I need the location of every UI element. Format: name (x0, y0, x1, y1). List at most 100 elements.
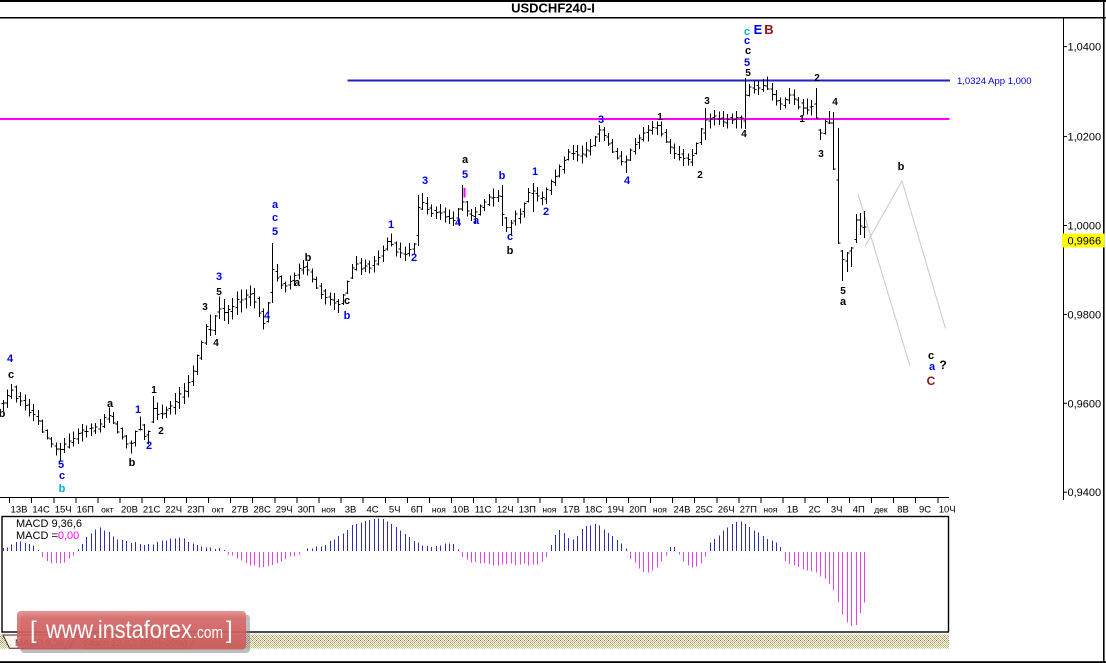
svg-text:4: 4 (832, 97, 838, 108)
svg-text:2: 2 (146, 440, 152, 452)
svg-text:16П: 16П (77, 505, 95, 516)
svg-text:20В: 20В (121, 505, 138, 516)
svg-text:3: 3 (216, 271, 222, 283)
svg-text:0,9600: 0,9600 (1068, 398, 1102, 410)
svg-text:2: 2 (411, 252, 417, 264)
svg-text:b: b (129, 457, 136, 469)
svg-text:]: ] (226, 617, 233, 644)
svg-text:[: [ (30, 617, 37, 644)
svg-text:23П: 23П (187, 505, 205, 516)
svg-text:5: 5 (216, 287, 222, 298)
svg-text:17В: 17В (563, 505, 580, 516)
svg-text:14С: 14С (32, 505, 50, 516)
svg-text:c: c (744, 26, 750, 38)
svg-text:1,0000: 1,0000 (1068, 221, 1102, 233)
svg-text:5: 5 (840, 286, 846, 297)
svg-text:13В: 13В (11, 505, 28, 516)
svg-text:2С: 2С (809, 505, 821, 516)
svg-text:c: c (344, 295, 350, 307)
svg-text:25С: 25С (695, 505, 713, 516)
svg-text:4П: 4П (853, 505, 865, 516)
svg-text:c: c (744, 35, 750, 47)
svg-text:b: b (305, 252, 312, 264)
svg-text:4: 4 (741, 129, 747, 140)
svg-text:3: 3 (202, 302, 208, 313)
svg-text:1: 1 (388, 219, 394, 231)
svg-text:4: 4 (7, 353, 14, 365)
svg-text:1В: 1В (787, 505, 799, 516)
svg-text:11С: 11С (475, 505, 492, 516)
svg-text:9С: 9С (919, 505, 931, 516)
svg-text:26Ч: 26Ч (718, 505, 735, 516)
svg-text:2: 2 (158, 426, 164, 437)
svg-text:E: E (754, 22, 763, 37)
svg-text:6П: 6П (411, 505, 423, 516)
svg-text:1,0200: 1,0200 (1068, 132, 1102, 144)
svg-text:.com: .com (193, 624, 223, 642)
svg-text:3Ч: 3Ч (831, 505, 843, 516)
svg-text:13П: 13П (519, 505, 537, 516)
svg-text:ноя: ноя (321, 505, 335, 515)
svg-text:a: a (272, 199, 279, 211)
svg-text:24В: 24В (674, 505, 691, 516)
svg-text:b: b (59, 483, 66, 495)
svg-text:1: 1 (135, 404, 141, 416)
svg-text:c: c (8, 369, 14, 381)
svg-text:c: c (272, 212, 278, 224)
svg-text:a: a (462, 154, 469, 166)
svg-text:1: 1 (532, 166, 538, 178)
svg-text:28С: 28С (253, 505, 271, 516)
svg-text:4: 4 (213, 338, 219, 349)
svg-text:дек: дек (874, 505, 888, 515)
svg-text:ноя: ноя (653, 505, 667, 515)
svg-text:a: a (840, 296, 847, 308)
svg-text:5: 5 (272, 226, 278, 238)
svg-text:b: b (507, 245, 514, 257)
svg-text:10В: 10В (453, 505, 470, 516)
svg-text:0,9966: 0,9966 (1068, 236, 1102, 248)
svg-text:MACD =0,00: MACD =0,00 (16, 530, 79, 542)
svg-text:b: b (0, 408, 6, 420)
svg-text:MACD 9,36,6: MACD 9,36,6 (16, 518, 82, 530)
svg-text:3: 3 (704, 96, 710, 107)
svg-text:18С: 18С (585, 505, 603, 516)
svg-text:c: c (745, 45, 751, 57)
svg-text:4: 4 (624, 175, 631, 187)
svg-text:1: 1 (799, 114, 805, 125)
svg-text:b: b (344, 310, 351, 322)
svg-text:29Ч: 29Ч (276, 505, 293, 516)
svg-text:3: 3 (422, 175, 428, 187)
svg-text:?: ? (939, 358, 946, 372)
svg-text:c: c (928, 350, 934, 362)
svg-text:2: 2 (543, 206, 549, 218)
svg-text:3: 3 (598, 114, 604, 126)
svg-text:b: b (499, 170, 506, 182)
svg-text:19Ч: 19Ч (607, 505, 624, 516)
svg-text:www.instaforex: www.instaforex (45, 616, 192, 644)
svg-text:12Ч: 12Ч (497, 505, 514, 516)
svg-text:21С: 21С (143, 505, 161, 516)
svg-text:0,9400: 0,9400 (1068, 487, 1102, 499)
svg-text:5: 5 (58, 459, 64, 471)
svg-text:c: c (59, 470, 65, 482)
svg-text:a: a (473, 215, 480, 227)
svg-text:a: a (929, 361, 936, 373)
svg-text:3: 3 (818, 149, 824, 160)
svg-text:4С: 4С (367, 505, 379, 516)
svg-text:30П: 30П (298, 505, 316, 516)
svg-text:a: a (294, 277, 301, 289)
svg-text:27П: 27П (740, 505, 758, 516)
svg-text:a: a (107, 398, 114, 410)
svg-text:1: 1 (151, 385, 157, 396)
svg-text:B: B (764, 22, 773, 37)
svg-text:2: 2 (814, 73, 820, 84)
svg-text:ноя: ноя (432, 505, 446, 515)
svg-text:10Ч: 10Ч (939, 505, 956, 516)
svg-text:8В: 8В (897, 505, 909, 516)
svg-text:USDCHF240-I: USDCHF240-I (511, 1, 595, 16)
svg-text:15Ч: 15Ч (55, 505, 72, 516)
svg-text:22Ч: 22Ч (165, 505, 182, 516)
svg-text:1,0400: 1,0400 (1068, 42, 1102, 54)
svg-text:b: b (898, 161, 905, 173)
svg-text:1,0324 App 1,000: 1,0324 App 1,000 (957, 76, 1032, 87)
